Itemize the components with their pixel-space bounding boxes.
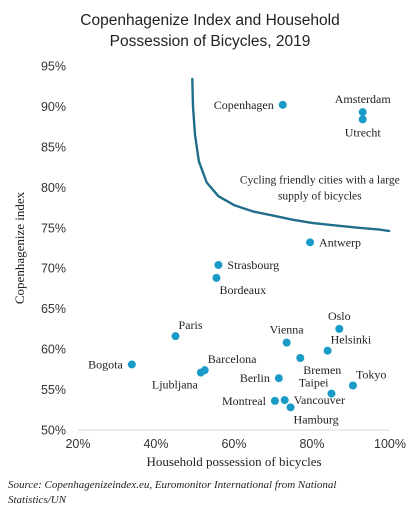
y-tick-label-1: 55% xyxy=(41,383,66,397)
point-label-strasbourg: Strasbourg xyxy=(227,258,279,272)
point-label-hamburg: Hamburg xyxy=(294,412,339,426)
y-tick-label-2: 60% xyxy=(41,343,66,357)
point-berlin xyxy=(274,374,283,383)
scatter-chart: 20% 40% 60% 80% 100% 50% 55% 60% 65% 70% 75% 80% 85%… xyxy=(12,60,406,470)
y-tick-label-9: 95% xyxy=(41,60,66,74)
point-label-bremen: Bremen xyxy=(303,363,341,377)
source-note: Source: Copenhagenizeindex.eu, Euromonit… xyxy=(8,478,412,508)
point-label-utrecht: Utrecht xyxy=(345,125,382,139)
threshold-curve xyxy=(191,77,391,233)
x-tick-label-2: 60% xyxy=(221,437,246,451)
y-tick-label-6: 80% xyxy=(41,181,66,195)
x-tick-label-3: 80% xyxy=(299,437,324,451)
point-label-berlin: Berlin xyxy=(240,371,270,385)
source-line-1: Source: Copenhagenizeindex.eu, Euromonit… xyxy=(8,479,337,491)
point-label-antwerp: Antwerp xyxy=(319,235,361,249)
point-vancouver xyxy=(280,396,289,405)
data-points-layer xyxy=(127,100,367,412)
point-antwerp xyxy=(306,238,315,247)
point-copenhagen xyxy=(278,100,287,109)
point-labels-layer: Copenhagen Amsterdam Utrecht Antwerp Strasbo… xyxy=(88,92,391,426)
point-montreal xyxy=(270,396,279,405)
chart-title: Copenhagenize Index and Household Posses… xyxy=(0,10,420,52)
y-tick-label-5: 75% xyxy=(41,221,66,235)
point-utrecht xyxy=(358,115,367,124)
point-label-vienna: Vienna xyxy=(270,323,305,337)
y-tick-label-8: 90% xyxy=(41,100,66,114)
point-label-ljubljana: Ljubljana xyxy=(152,378,199,392)
point-vienna xyxy=(282,338,291,347)
source-line-2: Statistics/UN xyxy=(8,494,67,506)
point-bordeaux xyxy=(212,273,221,282)
point-amsterdam xyxy=(358,108,367,117)
point-label-amsterdam: Amsterdam xyxy=(335,92,392,106)
point-bogota xyxy=(127,360,136,369)
point-paris xyxy=(171,332,180,341)
x-tick-label-4: 100% xyxy=(374,437,406,451)
point-label-vancouver: Vancouver xyxy=(294,393,345,407)
chart-title-line-1: Copenhagenize Index and Household xyxy=(80,12,340,29)
point-bremen xyxy=(296,354,305,363)
y-tick-label-7: 85% xyxy=(41,140,66,154)
x-tick-label-0: 20% xyxy=(65,437,90,451)
y-tick-label-0: 50% xyxy=(41,424,66,438)
annotation-line-1: Cycling friendly cities with a large xyxy=(240,174,400,186)
annotation-line-2: supply of bicycles xyxy=(278,190,362,202)
chart-title-line-2: Possession of Bicycles, 2019 xyxy=(109,33,311,50)
point-label-helsinki: Helsinki xyxy=(331,333,372,347)
chart-axes: 20% 40% 60% 80% 100% 50% 55% 60% 65% 70% 75% 80% 85%… xyxy=(41,60,406,452)
point-oslo xyxy=(335,324,344,333)
point-helsinki xyxy=(323,346,332,355)
threshold-curve-layer xyxy=(191,77,391,233)
point-hamburg xyxy=(286,403,295,412)
x-axis-label: Household possession of bicycles xyxy=(146,454,321,469)
y-tick-label-4: 70% xyxy=(41,262,66,276)
point-label-bogota: Bogota xyxy=(88,357,123,371)
point-tokyo xyxy=(348,381,357,390)
point-label-paris: Paris xyxy=(179,318,203,332)
point-strasbourg xyxy=(214,260,223,269)
point-ljubljana xyxy=(196,368,205,377)
point-label-montreal: Montreal xyxy=(222,394,267,408)
y-axis-label: Copenhagenize index xyxy=(12,191,27,304)
point-label-barcelona: Barcelona xyxy=(208,352,257,366)
point-label-tokyo: Tokyo xyxy=(356,368,387,382)
y-tick-label-3: 65% xyxy=(41,302,66,316)
point-label-copenhagen: Copenhagen xyxy=(214,98,274,112)
point-label-oslo: Oslo xyxy=(328,309,351,323)
point-label-bordeaux: Bordeaux xyxy=(219,283,266,297)
x-tick-label-1: 40% xyxy=(143,437,168,451)
point-label-taipei: Taipei xyxy=(299,376,329,390)
point-taipei xyxy=(327,389,336,398)
